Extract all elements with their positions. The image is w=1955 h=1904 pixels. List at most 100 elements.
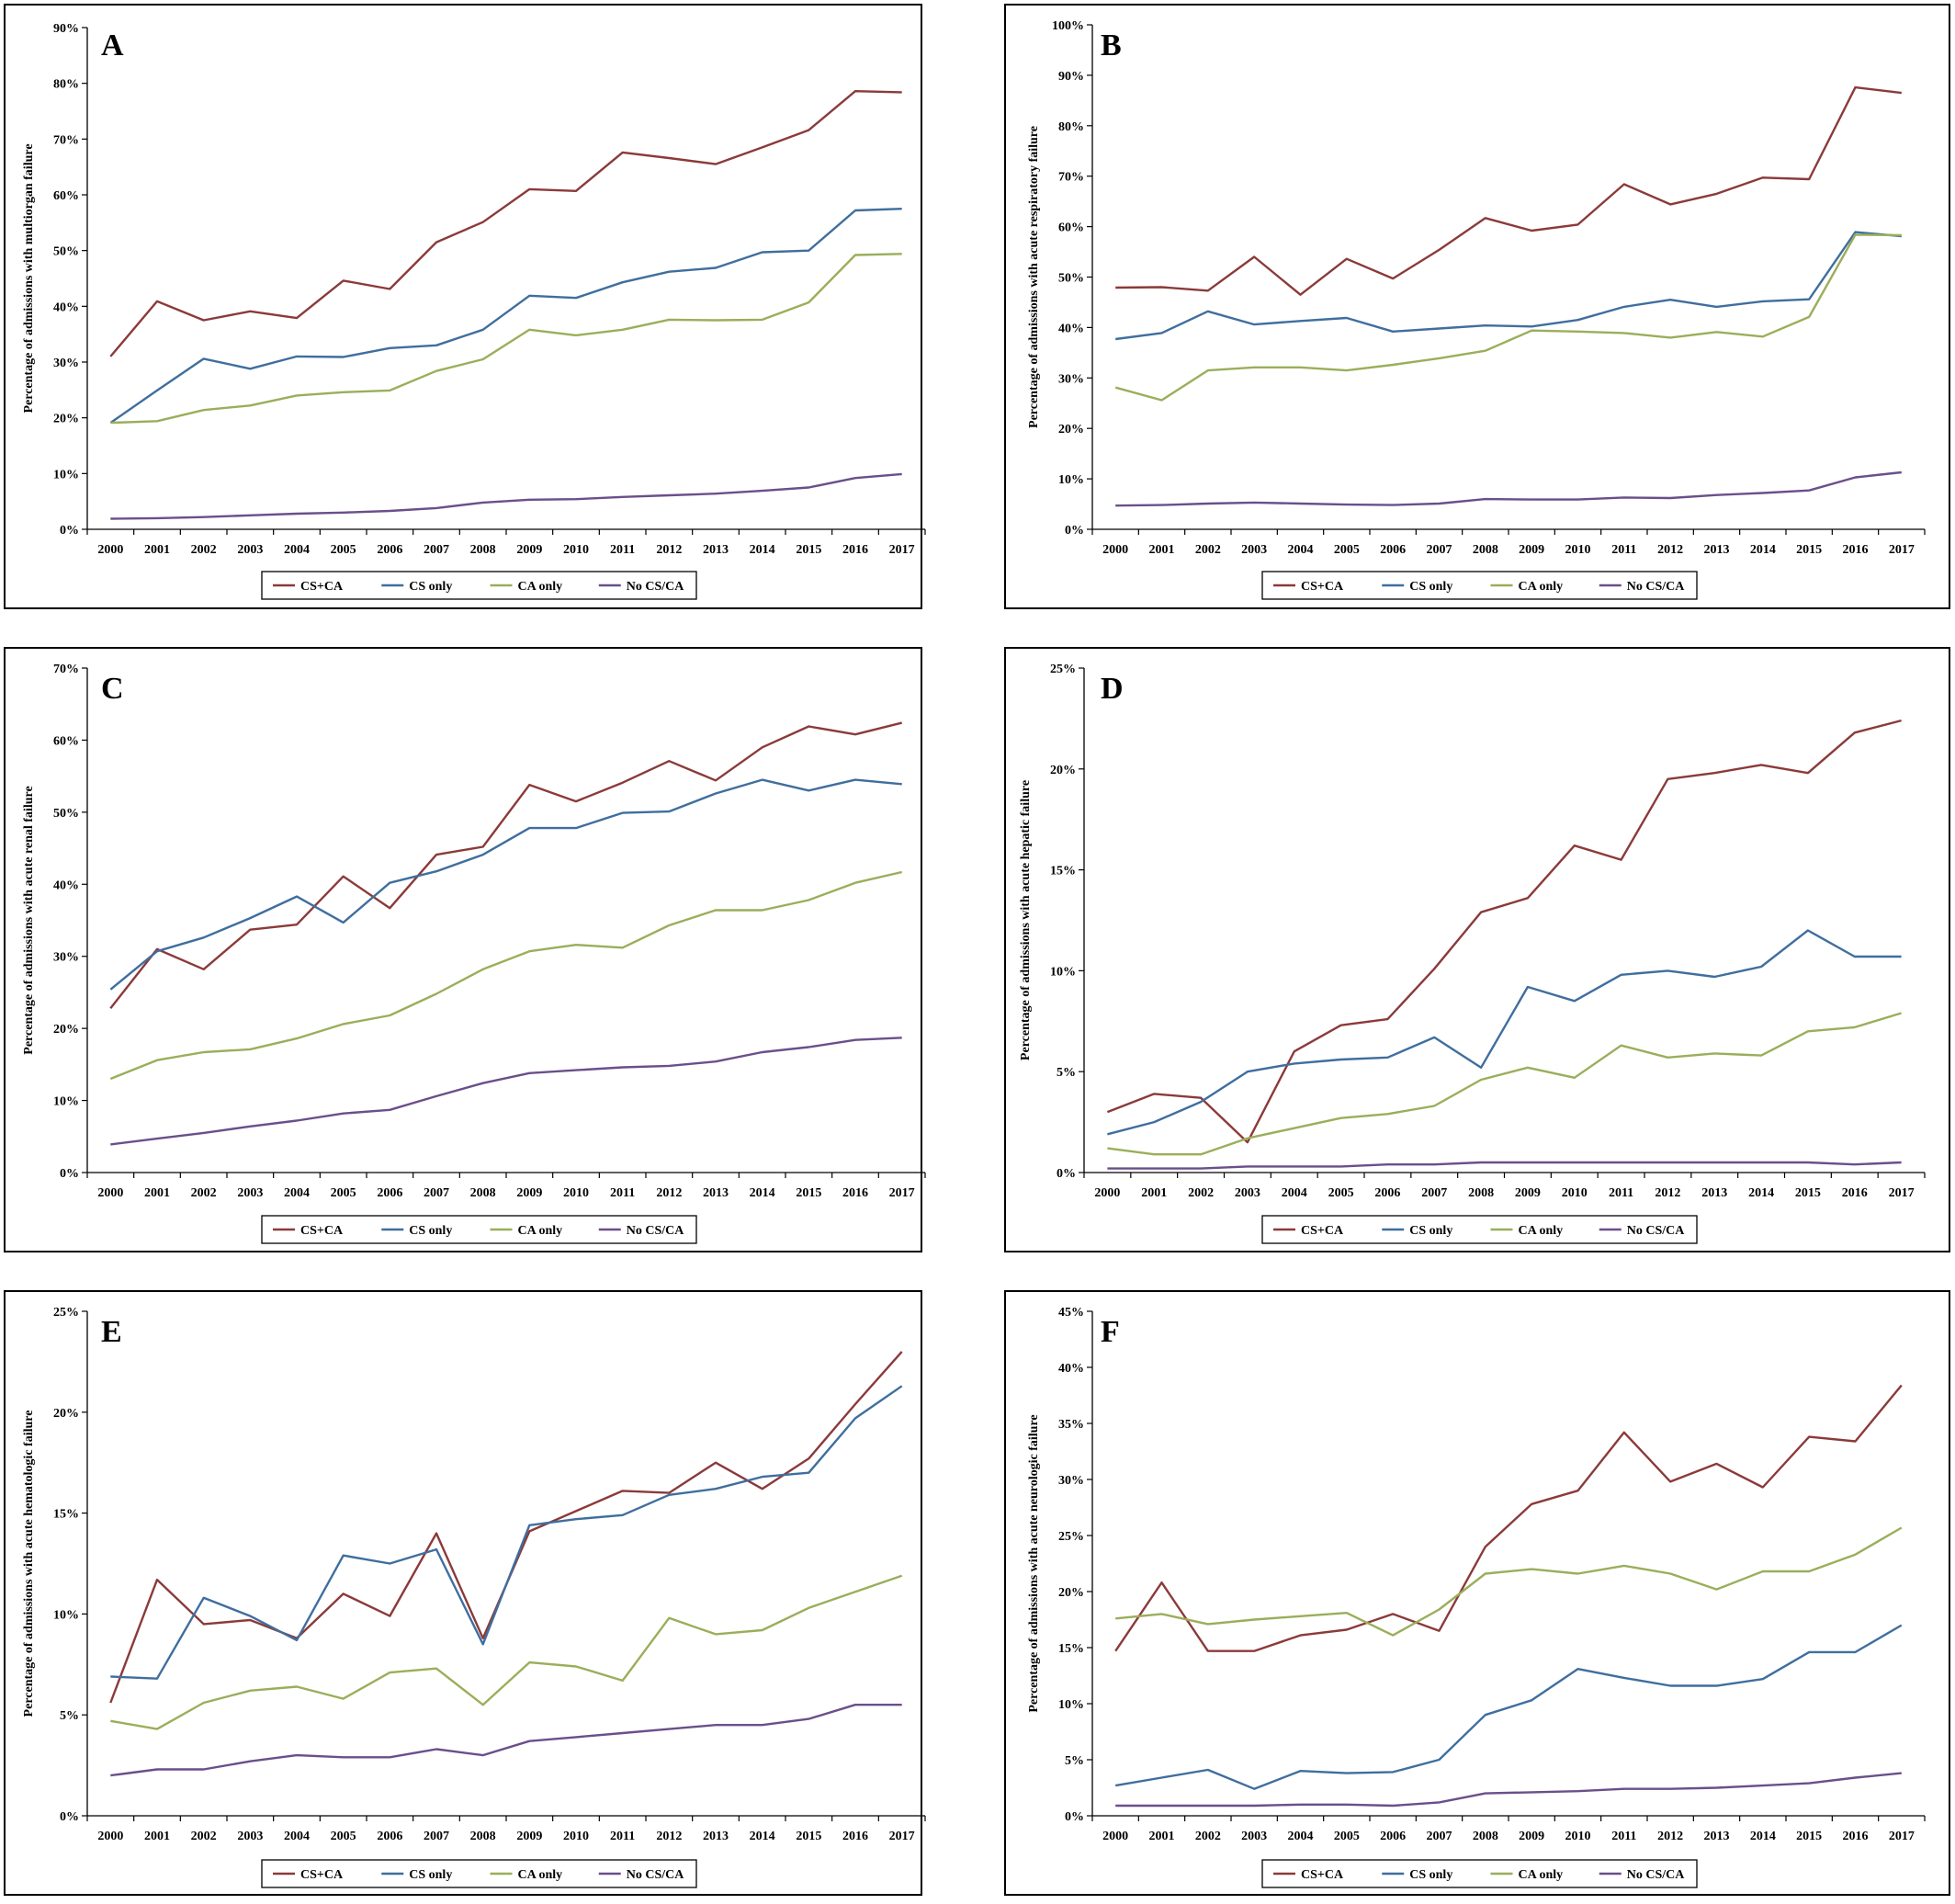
x-tick-label: 2007 xyxy=(424,543,449,557)
legend-box xyxy=(261,571,697,600)
series-line-ca-only xyxy=(109,870,902,1081)
legend-label: CS+CA xyxy=(300,1224,344,1238)
chart-panel-b: B 0% 10% 20% 30% 40% 50% 60% 70% 80% 90% 100% 2000 20… xyxy=(1004,4,1950,609)
legend-label: CA only xyxy=(1519,1224,1564,1238)
x-tick-label: 2001 xyxy=(144,1186,170,1200)
series-line-ca-only xyxy=(110,1574,903,1730)
y-tick-label: 60% xyxy=(53,189,79,203)
x-tick-label: 2009 xyxy=(1515,1186,1541,1200)
x-tick-label: 2016 xyxy=(842,1830,868,1843)
legend-label: CS only xyxy=(1409,1868,1452,1882)
x-tick-label: 2000 xyxy=(97,1830,123,1843)
y-tick-label: 0% xyxy=(60,1810,79,1824)
x-tick-label: 2002 xyxy=(191,1830,217,1843)
x-tick-label: 2006 xyxy=(377,1186,402,1200)
x-tick-label: 2005 xyxy=(1328,1186,1354,1200)
y-tick-label: 90% xyxy=(1058,70,1084,84)
x-tick-label: 2012 xyxy=(656,1186,682,1200)
legend-label: CS only xyxy=(409,1224,452,1238)
x-tick-label: 2000 xyxy=(1102,1830,1128,1843)
x-tick-label: 2010 xyxy=(563,1186,589,1200)
series-line-no-cs-ca xyxy=(1107,1161,1902,1170)
x-tick-label: 2014 xyxy=(750,1186,775,1200)
series-line-ca-only xyxy=(1114,233,1902,402)
legend-label: CS+CA xyxy=(1301,1224,1344,1238)
x-tick-label: 2005 xyxy=(331,1186,356,1200)
x-tick-label: 2005 xyxy=(331,543,356,557)
series-line-cs-ca xyxy=(1114,1384,1903,1652)
series-line-ca-only xyxy=(110,253,902,425)
y-tick-label: 0% xyxy=(60,524,79,538)
y-tick-label: 60% xyxy=(1058,221,1084,235)
x-tick-label: 2007 xyxy=(424,1186,449,1200)
legend-label: No CS/CA xyxy=(1627,1224,1686,1238)
y-tick-label: 5% xyxy=(60,1709,79,1723)
legend-label: CS only xyxy=(409,580,452,594)
x-tick-label: 2014 xyxy=(1750,1830,1776,1843)
y-axis-title: Percentage of admissions with acute neur… xyxy=(1027,1414,1041,1712)
chart-panel-e: E 0% 5% 10% 15% 20% 25% 2000 2001 2002 2003 2004 200… xyxy=(4,1290,926,1896)
x-tick-label: 2008 xyxy=(470,543,496,557)
x-tick-label: 2012 xyxy=(1655,1186,1680,1200)
x-tick-label: 2015 xyxy=(796,543,821,557)
x-tick-label: 2004 xyxy=(284,1830,310,1843)
y-tick-label: 80% xyxy=(1058,120,1084,134)
legend-box xyxy=(261,1215,697,1244)
x-tick-label: 2007 xyxy=(1421,1186,1447,1200)
y-tick-label: 45% xyxy=(1058,1306,1084,1320)
x-tick-label: 2016 xyxy=(842,1186,868,1200)
x-tick-label: 2004 xyxy=(1282,1186,1307,1200)
series-line-cs-only xyxy=(109,208,902,425)
series-line-cs-only xyxy=(109,778,902,991)
legend-label: No CS/CA xyxy=(627,580,685,594)
y-tick-label: 20% xyxy=(53,1407,79,1421)
y-tick-label: 0% xyxy=(1057,1167,1076,1181)
x-tick-label: 2016 xyxy=(842,543,868,557)
series-line-cs-only xyxy=(1107,929,1902,1136)
series-line-no-cs-ca xyxy=(1115,470,1902,507)
panel-frame xyxy=(1004,1290,1950,1896)
series-line-ca-only xyxy=(1115,1526,1903,1637)
x-tick-label: 2001 xyxy=(1149,543,1175,557)
x-tick-label: 2011 xyxy=(610,1830,635,1843)
legend-label: No CS/CA xyxy=(1627,1868,1686,1882)
series-line-no-cs-ca xyxy=(110,1037,902,1146)
series-line-cs-only xyxy=(1115,231,1902,341)
series-line-no-cs-ca xyxy=(1115,1772,1902,1808)
panel-frame xyxy=(4,4,922,609)
y-tick-label: 80% xyxy=(53,78,79,92)
legend-box xyxy=(261,1859,697,1888)
legend-label: CS+CA xyxy=(1301,1868,1344,1882)
x-tick-label: 2016 xyxy=(1843,543,1869,557)
x-tick-label: 2009 xyxy=(1519,543,1544,557)
x-tick-label: 2001 xyxy=(144,543,170,557)
legend-label: CA only xyxy=(518,580,563,594)
y-tick-label: 10% xyxy=(1050,965,1076,979)
y-tick-label: 20% xyxy=(1050,764,1076,777)
x-tick-label: 2014 xyxy=(1748,1186,1774,1200)
x-tick-label: 2002 xyxy=(1188,1186,1214,1200)
series-line-no-cs-ca xyxy=(110,472,902,520)
x-tick-label: 2003 xyxy=(237,543,263,557)
x-tick-label: 2007 xyxy=(1427,543,1452,557)
x-tick-label: 2001 xyxy=(144,1830,170,1843)
x-tick-label: 2011 xyxy=(1609,1186,1633,1200)
y-tick-label: 35% xyxy=(1058,1418,1084,1432)
x-tick-label: 2006 xyxy=(377,543,402,557)
x-tick-label: 2005 xyxy=(1334,543,1360,557)
panel-letter: E xyxy=(101,1315,122,1349)
x-tick-label: 2007 xyxy=(1427,1830,1452,1843)
x-tick-label: 2014 xyxy=(750,543,775,557)
y-tick-label: 5% xyxy=(1057,1066,1076,1080)
x-tick-label: 2015 xyxy=(1796,1830,1822,1843)
x-tick-label: 2002 xyxy=(1195,1830,1221,1843)
y-tick-label: 50% xyxy=(53,807,79,821)
panel-frame xyxy=(1004,4,1950,609)
x-tick-label: 2012 xyxy=(1657,543,1683,557)
x-tick-label: 2015 xyxy=(1796,543,1822,557)
x-tick-label: 2010 xyxy=(1562,1186,1588,1200)
x-tick-label: 2017 xyxy=(889,1186,915,1200)
series-line-cs-ca xyxy=(109,89,902,357)
y-tick-label: 0% xyxy=(1065,524,1084,538)
